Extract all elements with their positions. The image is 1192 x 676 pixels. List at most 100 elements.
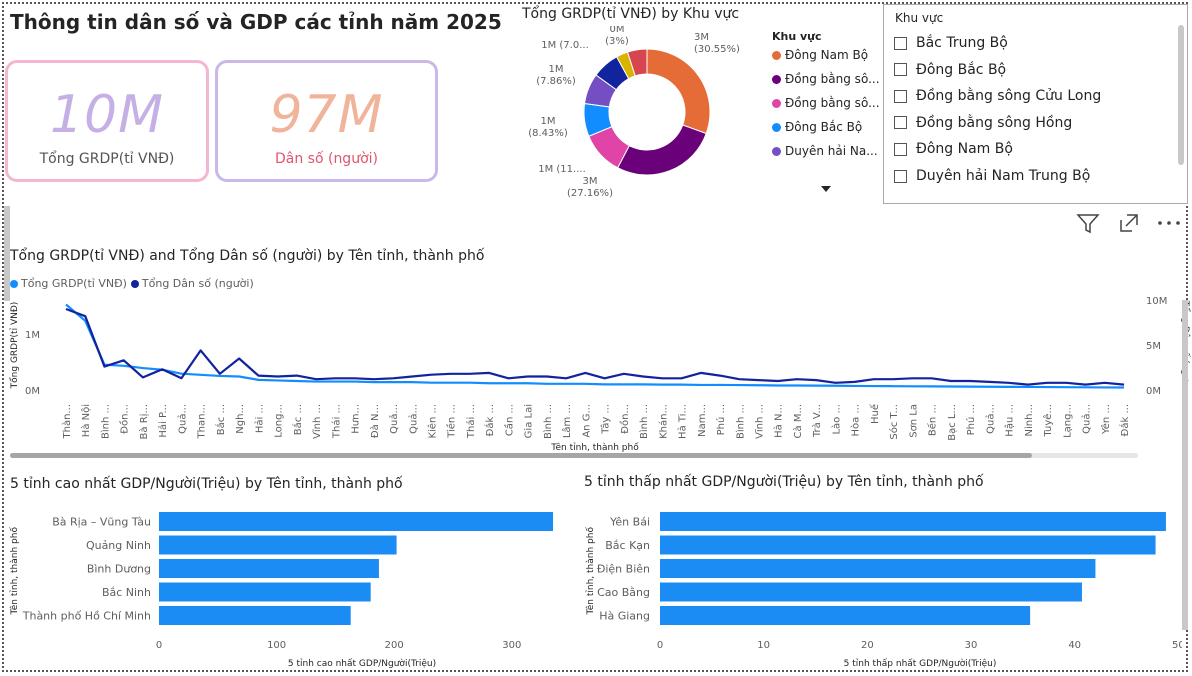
slicer-checkbox[interactable] [894, 36, 907, 50]
x-tick-label: Bạc L... [947, 404, 958, 441]
slicer-item-label: Đông Nam Bộ [916, 141, 1013, 158]
slicer-checkbox[interactable] [894, 63, 907, 77]
bar[interactable] [159, 559, 379, 578]
top5-bar-chart[interactable]: Bà Rịa – Vũng Tàu Quảng Ninh Bình Dương Bắc… [0, 500, 580, 670]
bar[interactable] [159, 512, 553, 531]
x-tick-label: Cần ... [503, 404, 515, 436]
slicer-checkbox[interactable] [894, 142, 907, 156]
khu-vuc-slicer[interactable]: Khu vực Bắc Trung Bộ Đông Bắc Bộ Đồng bằng… [883, 4, 1188, 204]
x-tick-label: Đồn... [619, 404, 631, 434]
bar[interactable] [159, 535, 397, 555]
legend-label: Duyên hải Na... [785, 144, 878, 158]
slicer-checkbox[interactable] [894, 169, 907, 183]
legend-label: Đông Bắc Bộ [785, 120, 863, 134]
bar[interactable] [660, 512, 1166, 531]
x-tick-label: Than... [197, 404, 208, 439]
slicer-item[interactable]: Đồng bằng sông Hồng [894, 113, 1072, 133]
x-tick-label: 200 [385, 640, 404, 651]
bar[interactable] [660, 582, 1082, 602]
top5-chart-title: 5 tỉnh cao nhất GDP/Người(Triệu) by Tên … [10, 476, 403, 492]
x-tick-label: Sóc T... [888, 404, 900, 440]
bar[interactable] [660, 606, 1031, 625]
slicer-item[interactable]: Duyên hải Nam Trung Bộ [894, 166, 1090, 186]
y-tick-label-right: 0M [1146, 386, 1161, 397]
legend-dot [772, 50, 781, 60]
x-tick-label: Sơn La [908, 404, 919, 438]
bar-category-label: Quảng Ninh [86, 539, 151, 552]
focus-mode-icon[interactable] [1118, 212, 1140, 234]
bar-category-label: Yên Bái [609, 516, 650, 529]
page-scroll-indicator-right [1182, 300, 1188, 630]
x-tick-label: Huế [869, 403, 881, 424]
more-options-icon[interactable] [1156, 218, 1184, 228]
x-tick-label: Tây ... [600, 404, 612, 435]
x-tick-label: Yên ... [1100, 404, 1112, 435]
bar[interactable] [660, 559, 1096, 578]
slicer-item[interactable]: Đồng bằng sông Cửu Long [894, 86, 1101, 106]
donut-slice[interactable] [626, 48, 648, 77]
x-tick-label: Phú ... [715, 404, 727, 435]
slicer-item-label: Đồng bằng sông Hồng [916, 114, 1073, 131]
slicer-item[interactable]: Đông Nam Bộ [894, 139, 1013, 159]
donut-slice-label: 1M [549, 64, 564, 75]
bar[interactable] [159, 606, 351, 625]
x-tick-label: Bắc ... [291, 404, 304, 435]
x-tick-label: Bình ... [638, 404, 650, 439]
kpi-card-grdp[interactable]: 10M Tổng GRDP(tỉ VNĐ) [5, 60, 209, 182]
kpi-label: Dân số (người) [274, 151, 378, 167]
kpi-card-population[interactable]: 97M Dân số (người) [215, 60, 438, 182]
slicer-scrollbar[interactable] [1178, 25, 1184, 165]
line-chart-title: Tổng GRDP(tỉ VNĐ) and Tổng Dân số (người… [10, 248, 485, 264]
donut-slice-label: 3M [583, 176, 598, 187]
bar-category-label: Thành phố Hồ Chí Minh [22, 610, 151, 623]
x-tick-label: Hưn... [351, 404, 362, 434]
x-axis-title: 5 tỉnh cao nhất GDP/Người(Triệu) [288, 658, 436, 669]
scrollbar-thumb[interactable] [10, 453, 1032, 458]
slicer-item[interactable]: Đông Bắc Bộ [894, 60, 1006, 80]
x-tick-label: Hải P... [157, 404, 169, 438]
x-tick-label: 40 [1068, 640, 1081, 651]
x-tick-label: 0 [156, 640, 162, 651]
x-tick-label: 30 [965, 640, 978, 651]
legend-label-grdp: Tổng GRDP(tỉ VNĐ) [21, 277, 127, 290]
donut-legend-item[interactable]: Đồng bằng sô... [772, 96, 880, 110]
y-tick-label-left: 1M [25, 330, 40, 341]
legend-label: Đông Nam Bộ [785, 48, 869, 62]
line-series-1[interactable] [65, 307, 1125, 386]
x-tick-label: An G... [581, 404, 592, 438]
kpi-value: 10M [49, 85, 165, 145]
bar[interactable] [660, 535, 1156, 555]
x-tick-label: Lâm ... [561, 404, 573, 438]
x-tick-label: Ngh... [235, 404, 246, 434]
slicer-checkbox[interactable] [894, 89, 907, 103]
slicer-checkbox[interactable] [894, 116, 907, 130]
line-chart-scrollbar[interactable] [10, 453, 1138, 458]
x-tick-label: Thái ... [465, 404, 477, 439]
donut-chart[interactable]: 3M(30.55%)3M(27.16%)1M (11....1M(8.43%)1… [520, 26, 770, 198]
x-tick-label: Quả... [407, 404, 419, 434]
donut-slice-pct: (8.43%) [528, 128, 568, 139]
x-tick-label: Hậu ... [1004, 404, 1016, 437]
filter-icon[interactable] [1076, 212, 1100, 234]
legend-dot [772, 98, 781, 108]
donut-legend-item[interactable]: Đông Bắc Bộ [772, 120, 862, 134]
donut-slice[interactable] [646, 48, 711, 135]
x-tick-label: 20 [861, 640, 874, 651]
x-tick-label: Tiền ... [446, 404, 458, 439]
bar-category-label: Bắc Ninh [102, 586, 151, 599]
legend-label: Đồng bằng sô... [785, 72, 880, 86]
bottom5-bar-chart[interactable]: Yên Bái Bắc Kạn Điện Biên Cao Bằng Hà Giang 0… [576, 500, 1182, 670]
y-axis-title: Tên tỉnh, thành phố [9, 527, 20, 616]
x-tick-label: Quả... [176, 404, 188, 434]
legend-scroll-down-icon[interactable] [820, 184, 832, 194]
slicer-item[interactable]: Bắc Trung Bộ [894, 33, 1008, 53]
donut-legend-item[interactable]: Đông Nam Bộ [772, 48, 868, 62]
kpi-value: 97M [269, 85, 384, 145]
x-axis-title: 5 tỉnh thấp nhất GDP/Người(Triệu) [844, 658, 997, 669]
donut-slice[interactable] [616, 124, 707, 176]
bar[interactable] [159, 582, 371, 602]
line-series-0[interactable] [65, 303, 1125, 389]
donut-legend-item[interactable]: Đồng bằng sô... [772, 72, 880, 86]
donut-legend-item[interactable]: Duyên hải Na... [772, 144, 878, 158]
